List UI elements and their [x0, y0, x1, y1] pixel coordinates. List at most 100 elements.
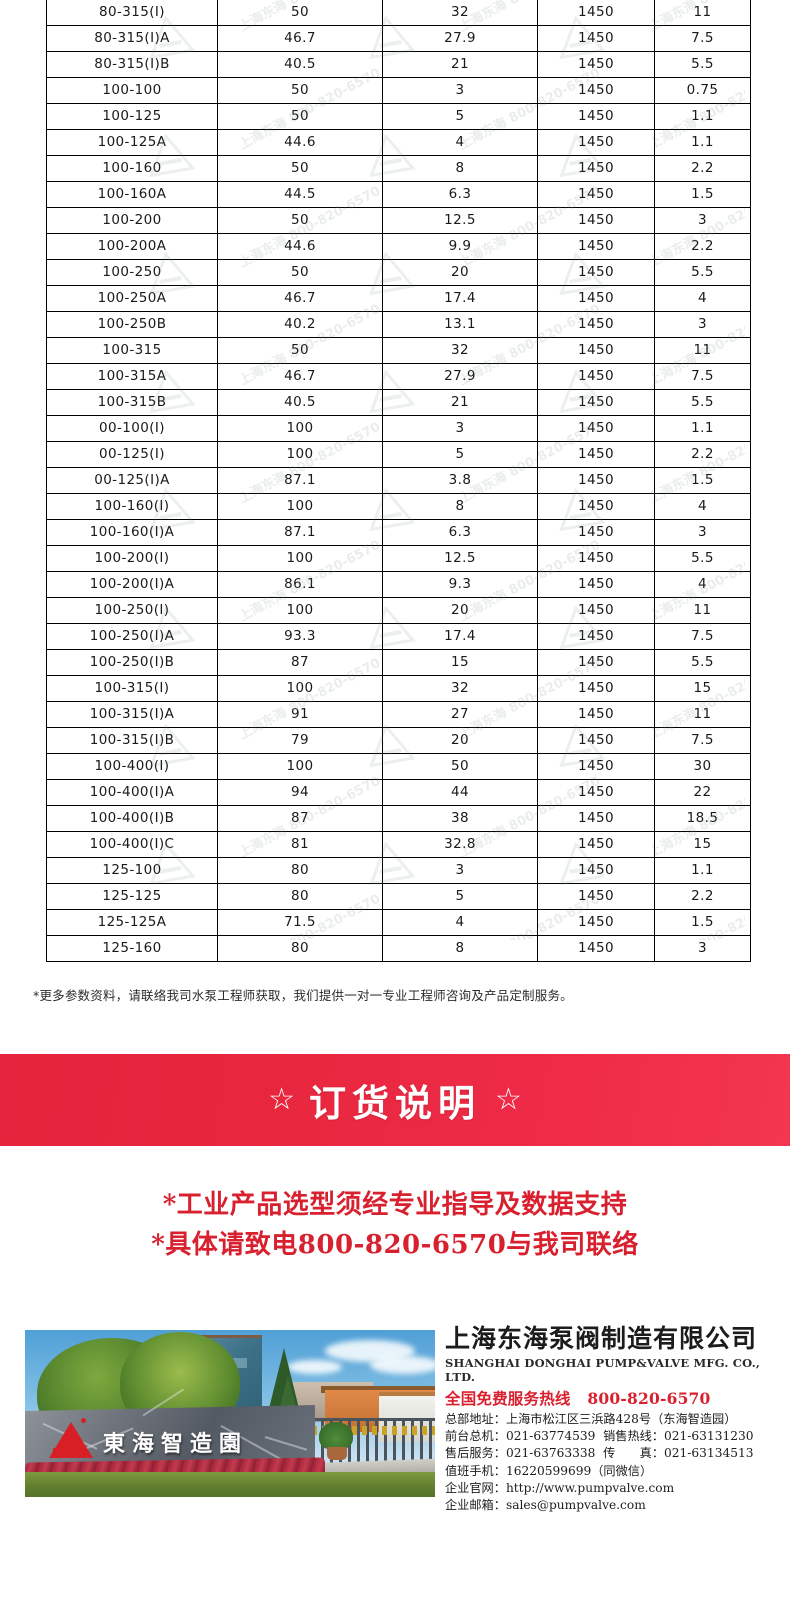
banner-inner: ☆ 订货说明 ☆: [268, 1073, 522, 1127]
front-desk-label: 前台总机：: [445, 1429, 506, 1444]
website-label: 企业官网：: [445, 1481, 506, 1496]
table-cell: 13.1: [382, 311, 538, 338]
table-cell: 1.5: [654, 467, 751, 494]
table-cell: 100-200(I)A: [46, 571, 218, 598]
pump-spec-table-container: 80-315(I) 50 32 1450 11 80-315(I)A 46.7 27.9 145…: [46, 0, 751, 962]
gate-gold-trim: [312, 1426, 435, 1435]
table-cell: 15: [382, 649, 538, 676]
table-cell: 20: [382, 259, 538, 286]
table-cell: 1450: [537, 467, 655, 494]
table-cell: 4: [382, 129, 538, 156]
table-cell: 21: [382, 389, 538, 416]
table-cell: 1450: [537, 883, 655, 910]
table-cell: 27.9: [382, 25, 538, 52]
table-row: 100-315A 46.7 27.9 1450 7.5: [46, 363, 751, 390]
table-cell: 100: [217, 493, 383, 520]
email-value[interactable]: sales@pumpvalve.com: [505, 1498, 646, 1513]
table-cell: 15: [654, 831, 751, 858]
table-cell: 50: [217, 0, 383, 26]
table-cell: 0.75: [654, 77, 751, 104]
table-body: 80-315(I) 50 32 1450 11 80-315(I)A 46.7 27.9 145…: [46, 0, 751, 962]
table-cell: 4: [654, 493, 751, 520]
table-cell: 3: [654, 519, 751, 546]
table-cell: 2.2: [654, 883, 751, 910]
table-row: 100-315(I)A 91 27 1450 11: [46, 701, 751, 728]
table-cell: 1450: [537, 77, 655, 104]
table-cell: 100-160(I)A: [46, 519, 218, 546]
table-cell: 20: [382, 727, 538, 754]
table-cell: 100-250(I): [46, 597, 218, 624]
table-cell: 1450: [537, 103, 655, 130]
table-cell: 1450: [537, 337, 655, 364]
table-row: 80-315(I)A 46.7 27.9 1450 7.5: [46, 25, 751, 52]
table-cell: 100: [217, 415, 383, 442]
table-cell: 1450: [537, 285, 655, 312]
sales-label: 销售热线：: [603, 1429, 665, 1444]
table-cell: 1450: [537, 155, 655, 182]
table-cell: 4: [654, 571, 751, 598]
table-row: 100-400(I)B 87 38 1450 18.5: [46, 805, 751, 832]
table-cell: 17.4: [382, 623, 538, 650]
star-icon-right: ☆: [495, 1083, 522, 1116]
table-cell: 7.5: [654, 623, 751, 650]
table-cell: 100-160(I): [46, 493, 218, 520]
table-cell: 32: [382, 337, 538, 364]
table-cell: 100-315(I)B: [46, 727, 218, 754]
table-cell: 100-250B: [46, 311, 218, 338]
table-cell: 87.1: [217, 467, 383, 494]
mobile-label: 值班手机：: [445, 1463, 506, 1478]
table-cell: 44.5: [217, 181, 383, 208]
table-cell: 86.1: [217, 571, 383, 598]
sales-value: 021-63131230: [664, 1429, 754, 1444]
hotline-number: 800-820-6570: [587, 1388, 711, 1408]
table-row: 100-250A 46.7 17.4 1450 4: [46, 285, 751, 312]
table-cell: 32: [382, 675, 538, 702]
front-desk-value: 021-63774539: [505, 1429, 596, 1444]
table-row: 100-200(I) 100 12.5 1450 5.5: [46, 545, 751, 572]
address-row: 总部地址：上海市松江区三浜路428号（东海智造园）: [445, 1411, 775, 1428]
table-cell: 50: [382, 753, 538, 780]
table-cell: 32: [382, 0, 538, 26]
table-cell: 1450: [537, 649, 655, 676]
table-cell: 11: [654, 597, 751, 624]
table-cell: 100-125: [46, 103, 218, 130]
table-cell: 50: [217, 77, 383, 104]
table-cell: 100-100: [46, 77, 218, 104]
table-cell: 100-125A: [46, 129, 218, 156]
table-cell: 8: [382, 155, 538, 182]
table-cell: 11: [654, 0, 751, 26]
company-footer: 東海智造園 上海东海泵阀制造有限公司 SHANGHAI DONGHAI PUMP…: [0, 1295, 790, 1512]
company-name-cn: 上海东海泵阀制造有限公司: [445, 1324, 758, 1353]
table-cell: 18.5: [654, 805, 751, 832]
table-cell: 100-200: [46, 207, 218, 234]
table-cell: 50: [217, 103, 383, 130]
table-cell: 1450: [537, 25, 655, 52]
table-cell: 100-200A: [46, 233, 218, 260]
table-cell: 9.9: [382, 233, 538, 260]
pump-spec-table: 80-315(I) 50 32 1450 11 80-315(I)A 46.7 27.9 145…: [46, 0, 751, 962]
address-label: 总部地址：: [445, 1411, 506, 1426]
website-value[interactable]: http://www.pumpvalve.com: [505, 1481, 675, 1496]
headline-line-2: *具体请致电800-820-6570与我司联络: [151, 1230, 639, 1261]
email-row: 企业邮箱：sales@pumpvalve.com: [445, 1497, 775, 1514]
table-cell: 8: [382, 493, 538, 520]
table-cell: 9.3: [382, 571, 538, 598]
table-cell: 27.9: [382, 363, 538, 390]
plant-pot: [327, 1447, 347, 1460]
table-cell: 5.5: [654, 649, 751, 676]
service-label: 售后服务：: [445, 1446, 506, 1461]
table-cell: 50: [217, 155, 383, 182]
table-cell: 87.1: [217, 519, 383, 546]
table-row: 100-250(I) 100 20 1450 11: [46, 597, 751, 624]
table-cell: 1450: [537, 571, 655, 598]
headline-line-1: *工业产品选型须经专业指导及数据支持: [162, 1190, 628, 1220]
table-cell: 40.2: [217, 311, 383, 338]
table-cell: 71.5: [217, 909, 383, 936]
table-row: 100-200A 44.6 9.9 1450 2.2: [46, 233, 751, 260]
table-cell: 1450: [537, 909, 655, 936]
table-cell: 91: [217, 701, 383, 728]
table-cell: 3: [654, 207, 751, 234]
order-instructions-banner: ☆ 订货说明 ☆: [0, 1054, 790, 1146]
table-row: 125-100 80 3 1450 1.1: [46, 857, 751, 884]
table-cell: 100-200(I): [46, 545, 218, 572]
